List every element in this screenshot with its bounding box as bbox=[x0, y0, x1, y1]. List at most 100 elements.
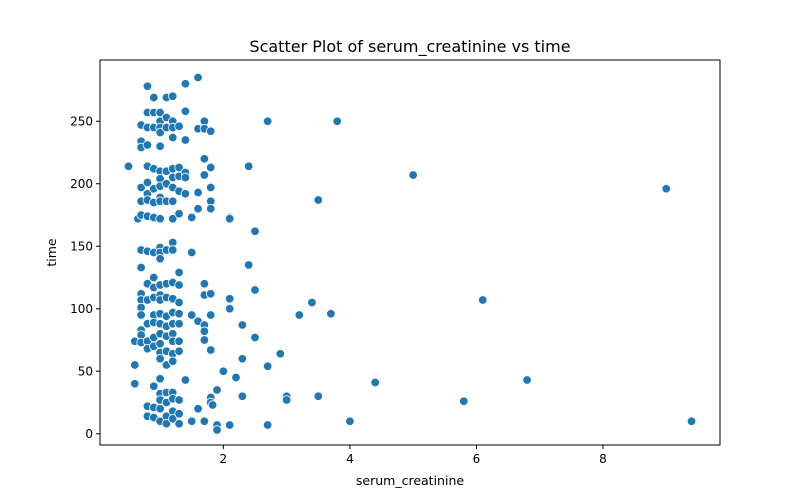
data-point bbox=[174, 395, 184, 405]
data-point bbox=[155, 404, 165, 414]
data-point bbox=[142, 177, 153, 188]
data-point bbox=[224, 304, 235, 314]
data-point bbox=[332, 116, 342, 126]
data-point bbox=[187, 247, 197, 258]
data-point bbox=[408, 170, 418, 180]
data-point bbox=[212, 385, 222, 395]
data-point bbox=[180, 79, 191, 89]
data-point bbox=[326, 309, 336, 319]
data-point bbox=[187, 310, 197, 320]
x-tick-label: 6 bbox=[473, 452, 481, 466]
data-point bbox=[231, 372, 241, 383]
data-point bbox=[187, 416, 197, 426]
data-point bbox=[193, 187, 203, 198]
data-point bbox=[174, 309, 184, 319]
data-point bbox=[168, 414, 178, 424]
data-point bbox=[149, 381, 159, 391]
data-point bbox=[199, 416, 210, 426]
data-point bbox=[174, 346, 184, 356]
data-point bbox=[168, 132, 178, 143]
data-point bbox=[193, 72, 203, 83]
data-point bbox=[199, 326, 210, 336]
data-point bbox=[174, 419, 184, 429]
data-point bbox=[174, 267, 184, 278]
data-point bbox=[206, 310, 216, 320]
data-point bbox=[136, 262, 146, 273]
y-tick-label: 0 bbox=[85, 427, 93, 441]
data-point bbox=[313, 195, 323, 205]
data-point bbox=[237, 354, 248, 364]
data-point bbox=[187, 212, 197, 223]
data-point bbox=[224, 294, 235, 304]
data-point bbox=[262, 420, 273, 430]
y-tick-label: 250 bbox=[70, 114, 93, 128]
data-point bbox=[237, 391, 248, 401]
plot-frame bbox=[99, 59, 721, 446]
data-point bbox=[180, 375, 191, 385]
y-tick-label: 50 bbox=[78, 364, 93, 378]
data-point bbox=[459, 396, 469, 406]
data-point bbox=[136, 182, 146, 193]
data-point bbox=[155, 254, 165, 264]
data-point bbox=[199, 279, 210, 289]
data-point bbox=[155, 339, 165, 349]
x-tick-label: 8 bbox=[599, 452, 607, 466]
data-point bbox=[149, 272, 159, 283]
data-points bbox=[123, 72, 697, 435]
data-point bbox=[155, 374, 165, 384]
x-axis-ticks: 2 4 6 8 bbox=[220, 445, 607, 466]
data-point bbox=[206, 126, 216, 136]
data-point bbox=[345, 416, 355, 426]
data-point bbox=[224, 420, 235, 430]
data-point bbox=[250, 226, 260, 236]
data-point bbox=[168, 214, 178, 224]
data-point bbox=[123, 161, 134, 171]
data-point bbox=[142, 81, 153, 91]
data-point bbox=[174, 209, 184, 219]
y-tick-label: 100 bbox=[70, 302, 93, 316]
data-point bbox=[174, 409, 184, 419]
data-point bbox=[522, 375, 532, 385]
data-point bbox=[130, 379, 140, 389]
data-point bbox=[174, 280, 184, 290]
data-point bbox=[174, 336, 184, 346]
data-point bbox=[180, 172, 191, 183]
data-point bbox=[313, 391, 323, 401]
y-axis-ticks: 0 50 100 150 200 250 bbox=[70, 114, 100, 441]
data-point bbox=[149, 92, 159, 103]
data-point bbox=[294, 310, 304, 320]
data-point bbox=[307, 297, 317, 308]
data-point bbox=[168, 91, 178, 101]
data-point bbox=[370, 377, 380, 388]
data-point bbox=[155, 214, 165, 224]
data-point bbox=[168, 196, 178, 206]
data-point bbox=[206, 289, 216, 299]
data-point bbox=[193, 404, 203, 414]
data-point bbox=[243, 260, 254, 270]
data-point bbox=[243, 161, 254, 171]
data-point bbox=[168, 245, 178, 255]
data-point bbox=[155, 141, 165, 151]
data-point bbox=[155, 127, 165, 138]
x-tick-label: 4 bbox=[346, 452, 354, 466]
chart-title: Scatter Plot of serum_creatinine vs time bbox=[249, 37, 570, 57]
data-point bbox=[250, 332, 260, 343]
data-point bbox=[174, 319, 184, 329]
data-point bbox=[478, 295, 488, 305]
data-point bbox=[207, 400, 218, 410]
data-point bbox=[686, 416, 697, 426]
data-point bbox=[180, 106, 191, 116]
data-point bbox=[206, 345, 216, 355]
data-point bbox=[206, 182, 216, 193]
data-point bbox=[174, 297, 184, 308]
x-axis-label: serum_creatinine bbox=[356, 473, 464, 488]
data-point bbox=[250, 285, 260, 295]
data-point bbox=[136, 310, 146, 320]
data-point bbox=[180, 189, 191, 199]
data-point bbox=[661, 184, 671, 194]
x-tick-label: 2 bbox=[220, 452, 228, 466]
y-tick-label: 200 bbox=[70, 177, 93, 191]
data-point bbox=[281, 395, 292, 405]
